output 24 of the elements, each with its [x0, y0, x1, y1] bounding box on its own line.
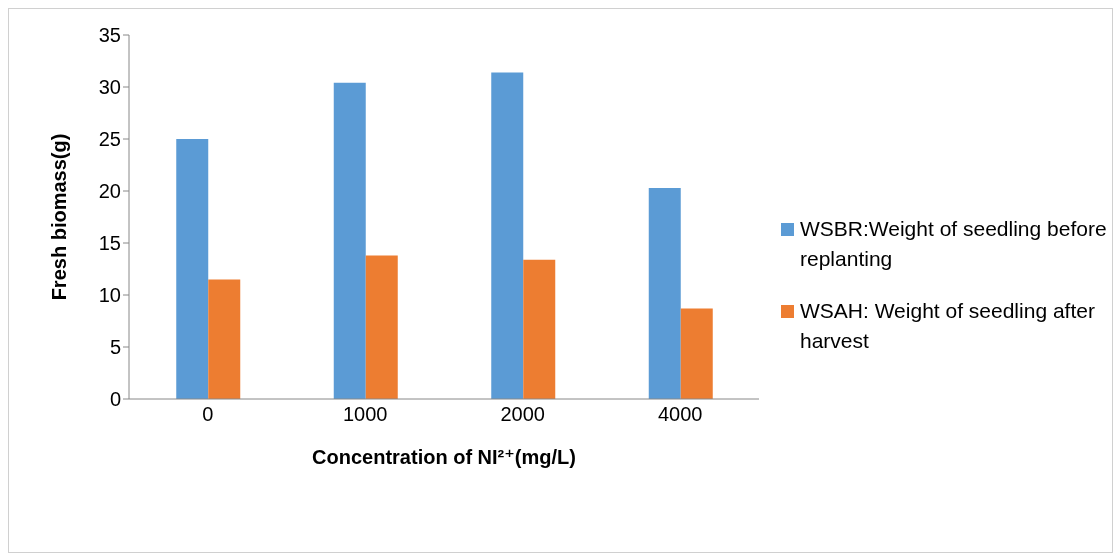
y-tick-label: 25: [98, 128, 121, 151]
x-tick-label: 0: [202, 403, 214, 426]
y-tick-label: 10: [98, 284, 121, 307]
bar: [680, 308, 713, 399]
y-tick-label: 15: [98, 232, 121, 255]
bar: [333, 82, 366, 399]
bar: [208, 279, 241, 399]
bar: [176, 139, 209, 399]
x-tick-label: 1000: [343, 403, 388, 426]
y-tick-label: 30: [98, 76, 121, 99]
y-tick-label: 35: [98, 24, 121, 47]
bar: [491, 72, 524, 399]
y-tick-label: 0: [109, 388, 121, 411]
legend-label: WSBR:Weight of seedling before replanting: [800, 216, 1108, 272]
bar: [523, 259, 556, 399]
bar: [365, 255, 398, 399]
x-tick-label: 4000: [658, 403, 703, 426]
y-tick-label: 20: [98, 180, 121, 203]
legend-label: WSAH: Weight of seedling after harvest: [800, 298, 1096, 354]
x-axis-title: Concentration of NI²⁺(mg/L): [312, 446, 576, 468]
bar: [648, 187, 681, 399]
y-tick-label: 5: [109, 336, 121, 359]
y-axis-title: Fresh biomass(g): [48, 133, 71, 301]
x-tick-label: 2000: [500, 403, 545, 426]
